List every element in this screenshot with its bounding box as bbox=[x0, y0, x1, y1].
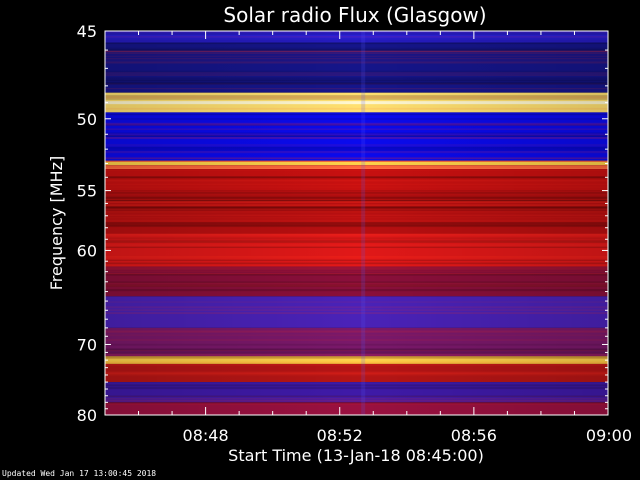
x-tick-label: 08:52 bbox=[317, 426, 363, 445]
plot-frame bbox=[104, 30, 609, 416]
plot-area bbox=[105, 31, 608, 415]
y-tick-label: 70 bbox=[77, 335, 97, 354]
x-tick-label: 08:56 bbox=[451, 426, 497, 445]
x-tick-label: 08:48 bbox=[183, 426, 229, 445]
y-tick-label: 55 bbox=[77, 182, 97, 201]
y-axis: 45 50 55 60 70 80 bbox=[77, 22, 608, 425]
plot-shading bbox=[105, 31, 608, 415]
x-axis: 08:48 08:52 08:56 09:00 bbox=[138, 31, 632, 445]
y-tick-label: 80 bbox=[77, 406, 97, 425]
x-axis-label: Start Time (13-Jan-18 08:45:00) bbox=[228, 446, 484, 465]
y-tick-label: 60 bbox=[77, 241, 97, 260]
y-tick-label: 45 bbox=[77, 22, 97, 41]
x-tick-label: 09:00 bbox=[586, 426, 632, 445]
chart-title: Solar radio Flux (Glasgow) bbox=[223, 3, 486, 27]
y-axis-label: Frequency [MHz] bbox=[47, 156, 66, 290]
y-tick-label: 50 bbox=[77, 110, 97, 129]
update-timestamp: Updated Wed Jan 17 13:00:45 2018 bbox=[2, 469, 157, 478]
